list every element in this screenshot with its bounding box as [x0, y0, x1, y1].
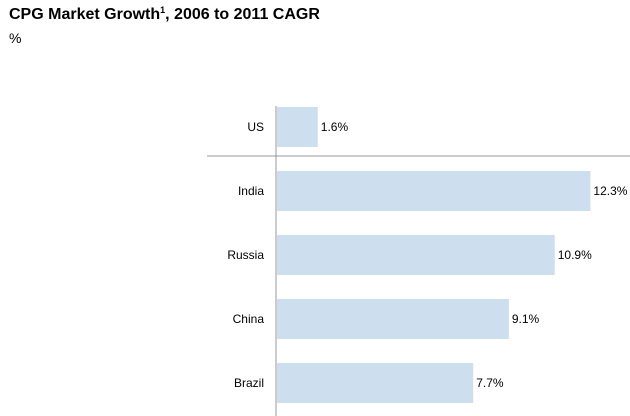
unit-label: %	[9, 30, 22, 46]
category-label-russia: Russia	[227, 248, 264, 262]
value-label-russia: 10.9%	[558, 248, 592, 262]
chart-title-text: CPG Market Growth	[9, 6, 161, 23]
category-label-brazil: Brazil	[234, 376, 264, 390]
category-label-india: India	[238, 184, 264, 198]
value-label-china: 9.1%	[512, 312, 540, 326]
bar-russia	[277, 235, 555, 275]
value-label-brazil: 7.7%	[476, 376, 504, 390]
title-footnote: 1	[160, 5, 166, 15]
bar-china	[277, 299, 509, 339]
chart-title: CPG Market Growth1, 2006 to 2011 CAGR	[9, 6, 320, 24]
category-label-china: China	[233, 312, 265, 326]
value-label-india: 12.3%	[593, 184, 627, 198]
chart-title-suffix: , 2006 to 2011 CAGR	[165, 6, 320, 23]
value-label-us: 1.6%	[321, 120, 349, 134]
bar-us	[277, 107, 318, 147]
bar-india	[277, 171, 591, 211]
category-label-us: US	[247, 120, 264, 134]
bar-brazil	[277, 363, 474, 403]
